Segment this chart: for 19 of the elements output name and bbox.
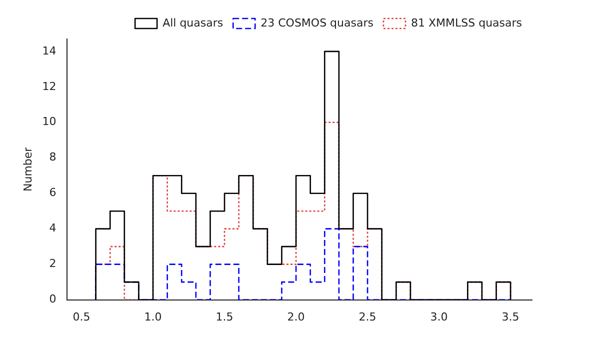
x-tick-label: 1.0 (144, 310, 162, 324)
y-tick-label: 0 (49, 292, 56, 306)
y-tick-label: 12 (42, 80, 56, 93)
y-tick-label: 2 (49, 257, 56, 270)
y-tick-label: 4 (49, 222, 56, 235)
y-tick-label: 14 (42, 44, 56, 58)
x-tick-label: 3.0 (430, 310, 448, 324)
x-tick-label: 0.5 (72, 310, 90, 324)
x-tick-label: 2.0 (287, 310, 305, 324)
y-tick-label: 10 (42, 115, 56, 128)
y-tick-label: 6 (49, 186, 56, 200)
y-tick-label: 8 (49, 150, 56, 164)
legend-label: All quasars (162, 16, 224, 30)
x-tick-label: 3.5 (502, 310, 520, 324)
legend-label: 23 COSMOS quasars (260, 16, 374, 30)
x-tick-label: 2.5 (358, 310, 376, 324)
x-tick-label: 1.5 (216, 310, 234, 324)
y-axis-title: Number (21, 146, 34, 192)
legend-label: 81 XMMLSS quasars (410, 16, 522, 30)
